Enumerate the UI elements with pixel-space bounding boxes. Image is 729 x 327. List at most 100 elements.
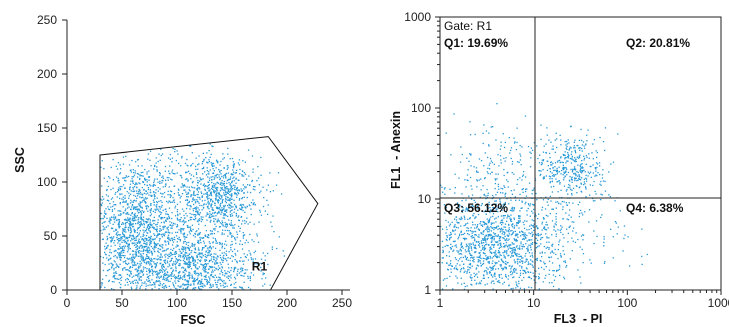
event-dot xyxy=(127,226,130,229)
event-dot xyxy=(579,186,581,188)
event-dot xyxy=(118,248,120,250)
event-dot xyxy=(585,143,587,145)
event-dot xyxy=(240,271,242,273)
event-dot xyxy=(580,128,582,131)
event-dot xyxy=(252,188,254,190)
event-dot xyxy=(557,191,559,193)
event-dot xyxy=(100,255,102,258)
event-dot xyxy=(241,206,243,208)
event-dot xyxy=(550,164,552,166)
event-dot xyxy=(186,263,188,265)
event-dot xyxy=(115,165,117,167)
event-dot xyxy=(487,261,489,263)
event-dot xyxy=(497,241,499,243)
event-dot xyxy=(200,220,203,223)
event-dot xyxy=(517,221,519,224)
event-dot xyxy=(150,265,153,267)
event-dot xyxy=(139,196,141,198)
event-dot xyxy=(559,239,561,241)
event-dot xyxy=(170,258,173,260)
event-dot xyxy=(551,178,553,180)
event-dot xyxy=(192,280,194,282)
event-dot xyxy=(126,219,128,221)
event-dot xyxy=(124,245,126,247)
event-dot xyxy=(506,253,508,255)
event-dot xyxy=(556,201,559,203)
event-dot xyxy=(216,186,218,189)
event-dot xyxy=(547,165,549,167)
event-dot xyxy=(470,254,473,257)
event-dot xyxy=(117,162,120,164)
event-dot xyxy=(256,263,258,265)
event-dot xyxy=(122,201,124,203)
event-dot xyxy=(126,257,128,259)
event-dot xyxy=(461,209,463,211)
event-dot xyxy=(121,247,123,249)
event-dot xyxy=(214,204,216,206)
event-dot xyxy=(541,236,544,239)
event-dot xyxy=(562,161,564,164)
event-dot xyxy=(100,229,102,232)
event-dot xyxy=(235,281,237,284)
event-dot xyxy=(204,199,206,201)
event-dot xyxy=(131,224,133,226)
event-dot xyxy=(490,230,493,232)
event-dot xyxy=(133,199,135,202)
event-dot xyxy=(493,243,496,246)
event-dot xyxy=(132,223,134,225)
event-dot xyxy=(159,228,161,230)
event-dot xyxy=(507,230,510,232)
event-dot xyxy=(269,172,271,174)
event-dot xyxy=(113,242,115,244)
event-dot xyxy=(160,217,162,219)
event-dot xyxy=(490,222,492,224)
event-dot xyxy=(119,253,121,255)
event-dot xyxy=(146,250,149,252)
event-dot xyxy=(494,218,496,220)
event-dot xyxy=(585,188,587,190)
event-dot xyxy=(141,284,143,286)
event-dot xyxy=(262,272,264,274)
event-dot xyxy=(538,277,541,279)
event-dot xyxy=(551,175,554,177)
event-dot xyxy=(515,246,518,248)
event-dot xyxy=(123,212,125,214)
event-dot xyxy=(541,256,543,258)
event-dot xyxy=(228,191,231,193)
event-dot xyxy=(132,190,134,193)
event-dot xyxy=(181,208,184,210)
event-dot xyxy=(193,190,195,192)
event-dot xyxy=(115,266,117,269)
event-dot xyxy=(573,141,575,143)
event-dot xyxy=(196,188,198,190)
event-dot xyxy=(194,214,197,216)
event-dot xyxy=(189,253,191,256)
event-dot xyxy=(573,147,575,149)
event-dot xyxy=(558,288,560,290)
event-dot xyxy=(599,183,601,185)
event-dot xyxy=(228,204,231,207)
event-dot xyxy=(144,177,146,180)
event-dot xyxy=(171,237,173,239)
event-dot xyxy=(548,237,550,239)
event-dot xyxy=(159,213,162,216)
event-dot xyxy=(156,228,158,230)
event-dot xyxy=(513,225,516,227)
event-dot xyxy=(572,170,574,172)
event-dot xyxy=(116,234,118,237)
event-dot xyxy=(540,237,542,239)
event-dot xyxy=(204,186,206,188)
event-dot xyxy=(119,263,121,265)
event-dot xyxy=(228,198,230,201)
event-dot xyxy=(514,248,516,250)
event-dot xyxy=(143,188,145,191)
event-dot xyxy=(242,237,244,239)
event-dot xyxy=(148,278,150,280)
event-dot xyxy=(230,205,232,207)
event-dot xyxy=(186,164,188,166)
event-dot xyxy=(195,267,197,269)
event-dot xyxy=(213,276,215,279)
event-dot xyxy=(545,196,547,198)
event-dot xyxy=(115,233,117,235)
event-dot xyxy=(133,190,135,193)
